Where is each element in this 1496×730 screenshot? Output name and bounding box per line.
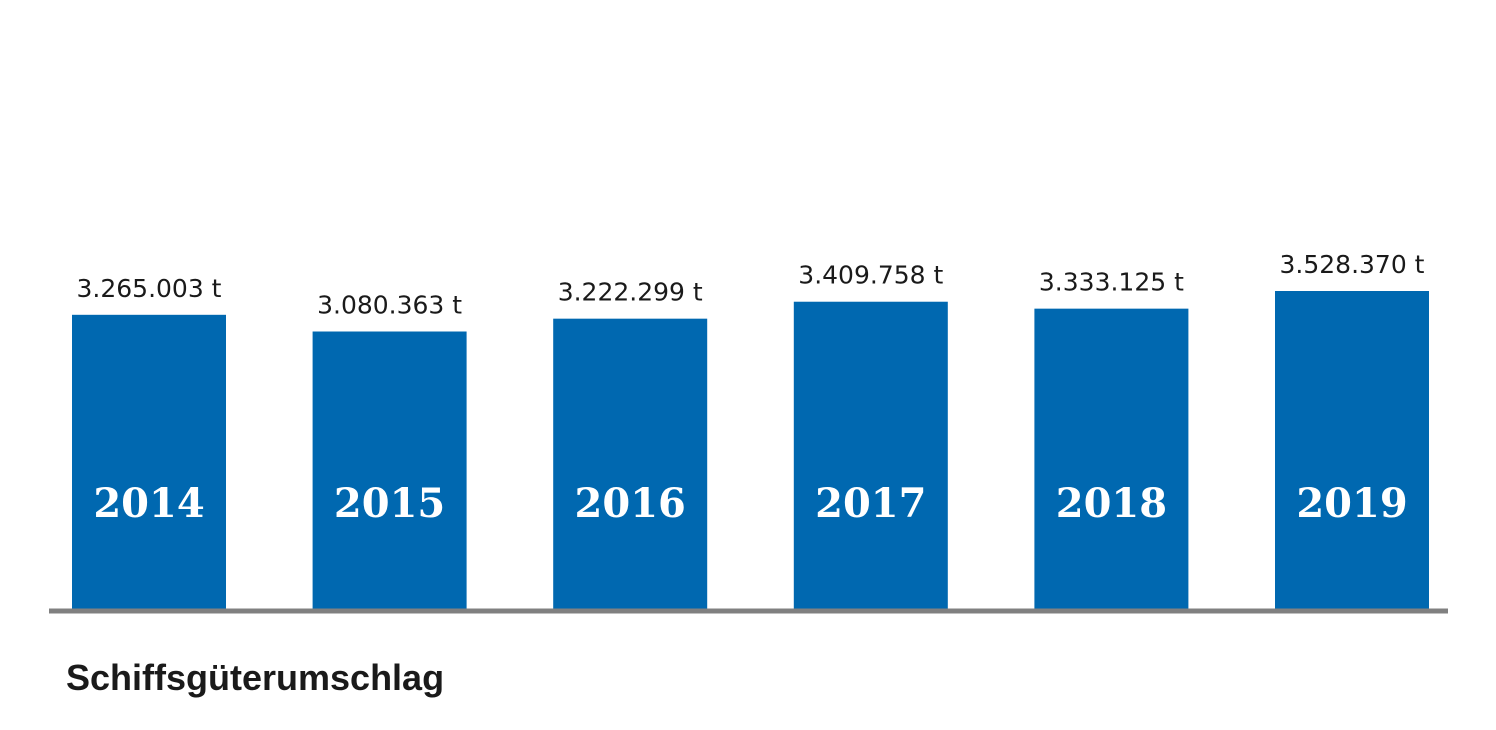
category-label: 2014 [93,480,204,527]
chart-title: Schiffsgüterumschlag [66,657,444,698]
bar [312,331,467,610]
value-label: 3.080.363 t [317,291,462,320]
value-label: 3.409.758 t [798,261,943,290]
bar [1034,308,1189,610]
bar [1275,291,1429,610]
category-label: 2018 [1056,480,1167,527]
bar [72,314,226,610]
value-label: 3.528.370 t [1280,250,1425,279]
value-label: 3.265.003 t [77,274,222,303]
category-label: 2019 [1296,480,1407,527]
bar [553,318,708,610]
category-label: 2015 [334,480,445,527]
category-label: 2017 [815,480,926,527]
value-label: 3.333.125 t [1039,268,1184,297]
bar [793,301,948,610]
value-label: 3.222.299 t [558,278,703,307]
category-label: 2016 [575,480,686,527]
